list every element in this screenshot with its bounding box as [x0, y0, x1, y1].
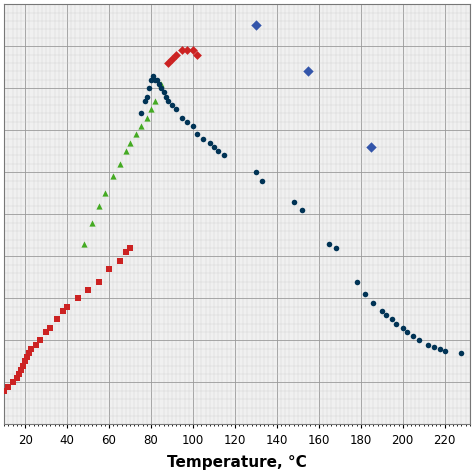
- Point: [458, 349, 465, 357]
- Point: [109, 173, 117, 180]
- Point: [42, 328, 50, 336]
- Point: [173, 105, 180, 113]
- Point: [168, 101, 176, 109]
- Point: [370, 299, 377, 306]
- Point: [160, 89, 167, 96]
- Point: [158, 84, 165, 92]
- Point: [388, 316, 396, 323]
- Point: [361, 291, 369, 298]
- Point: [9, 379, 16, 386]
- Point: [122, 248, 129, 256]
- Point: [74, 294, 82, 302]
- Point: [189, 122, 197, 130]
- Point: [101, 190, 109, 197]
- Point: [252, 21, 260, 29]
- Point: [21, 358, 29, 365]
- Point: [179, 114, 186, 121]
- Point: [149, 72, 157, 80]
- Point: [424, 341, 432, 348]
- Point: [162, 93, 170, 100]
- Point: [147, 105, 155, 113]
- Point: [80, 240, 88, 247]
- Point: [126, 139, 134, 146]
- Point: [437, 345, 444, 353]
- Point: [164, 97, 172, 105]
- Point: [155, 80, 163, 88]
- Point: [290, 198, 297, 206]
- Point: [382, 311, 390, 319]
- Point: [23, 354, 31, 361]
- Point: [154, 76, 161, 83]
- Point: [210, 143, 218, 151]
- Point: [183, 46, 191, 54]
- Point: [214, 147, 222, 155]
- Point: [5, 383, 12, 391]
- Point: [151, 76, 159, 83]
- Point: [26, 349, 33, 357]
- Point: [141, 97, 148, 105]
- Point: [353, 278, 360, 285]
- Point: [332, 244, 339, 252]
- Point: [46, 324, 54, 332]
- Point: [304, 68, 312, 75]
- Point: [137, 122, 144, 130]
- Point: [164, 59, 172, 67]
- Point: [416, 337, 423, 344]
- Point: [183, 118, 191, 126]
- Point: [133, 131, 140, 138]
- Point: [59, 307, 67, 315]
- Point: [441, 347, 448, 355]
- Point: [179, 46, 186, 54]
- Point: [410, 332, 417, 340]
- Point: [84, 286, 92, 294]
- Point: [105, 265, 113, 273]
- Point: [252, 168, 260, 176]
- Point: [326, 240, 333, 247]
- Point: [151, 97, 159, 105]
- Point: [36, 337, 44, 344]
- Point: [158, 80, 165, 88]
- Point: [116, 160, 123, 168]
- Point: [122, 147, 129, 155]
- Point: [19, 362, 27, 369]
- Point: [116, 257, 123, 264]
- Point: [168, 55, 176, 63]
- Point: [17, 366, 25, 374]
- Point: [173, 51, 180, 58]
- Point: [143, 93, 151, 100]
- Point: [0, 387, 8, 395]
- Point: [193, 131, 201, 138]
- Point: [95, 278, 102, 285]
- Point: [206, 139, 213, 146]
- Point: [367, 143, 375, 151]
- Point: [258, 177, 266, 184]
- Point: [378, 307, 385, 315]
- Point: [298, 206, 306, 214]
- Point: [403, 328, 410, 336]
- Point: [15, 370, 23, 378]
- Point: [220, 152, 228, 159]
- Point: [53, 316, 60, 323]
- Point: [137, 109, 144, 117]
- Point: [89, 219, 96, 227]
- Point: [145, 84, 153, 92]
- Point: [13, 374, 20, 382]
- Point: [27, 345, 35, 353]
- X-axis label: Temperature, °C: Temperature, °C: [167, 455, 307, 470]
- Point: [64, 303, 71, 310]
- Point: [200, 135, 207, 143]
- Point: [430, 343, 438, 350]
- Point: [143, 114, 151, 121]
- Point: [193, 51, 201, 58]
- Point: [147, 76, 155, 83]
- Point: [95, 202, 102, 210]
- Point: [126, 244, 134, 252]
- Point: [32, 341, 39, 348]
- Point: [392, 320, 400, 328]
- Point: [399, 324, 407, 332]
- Point: [189, 46, 197, 54]
